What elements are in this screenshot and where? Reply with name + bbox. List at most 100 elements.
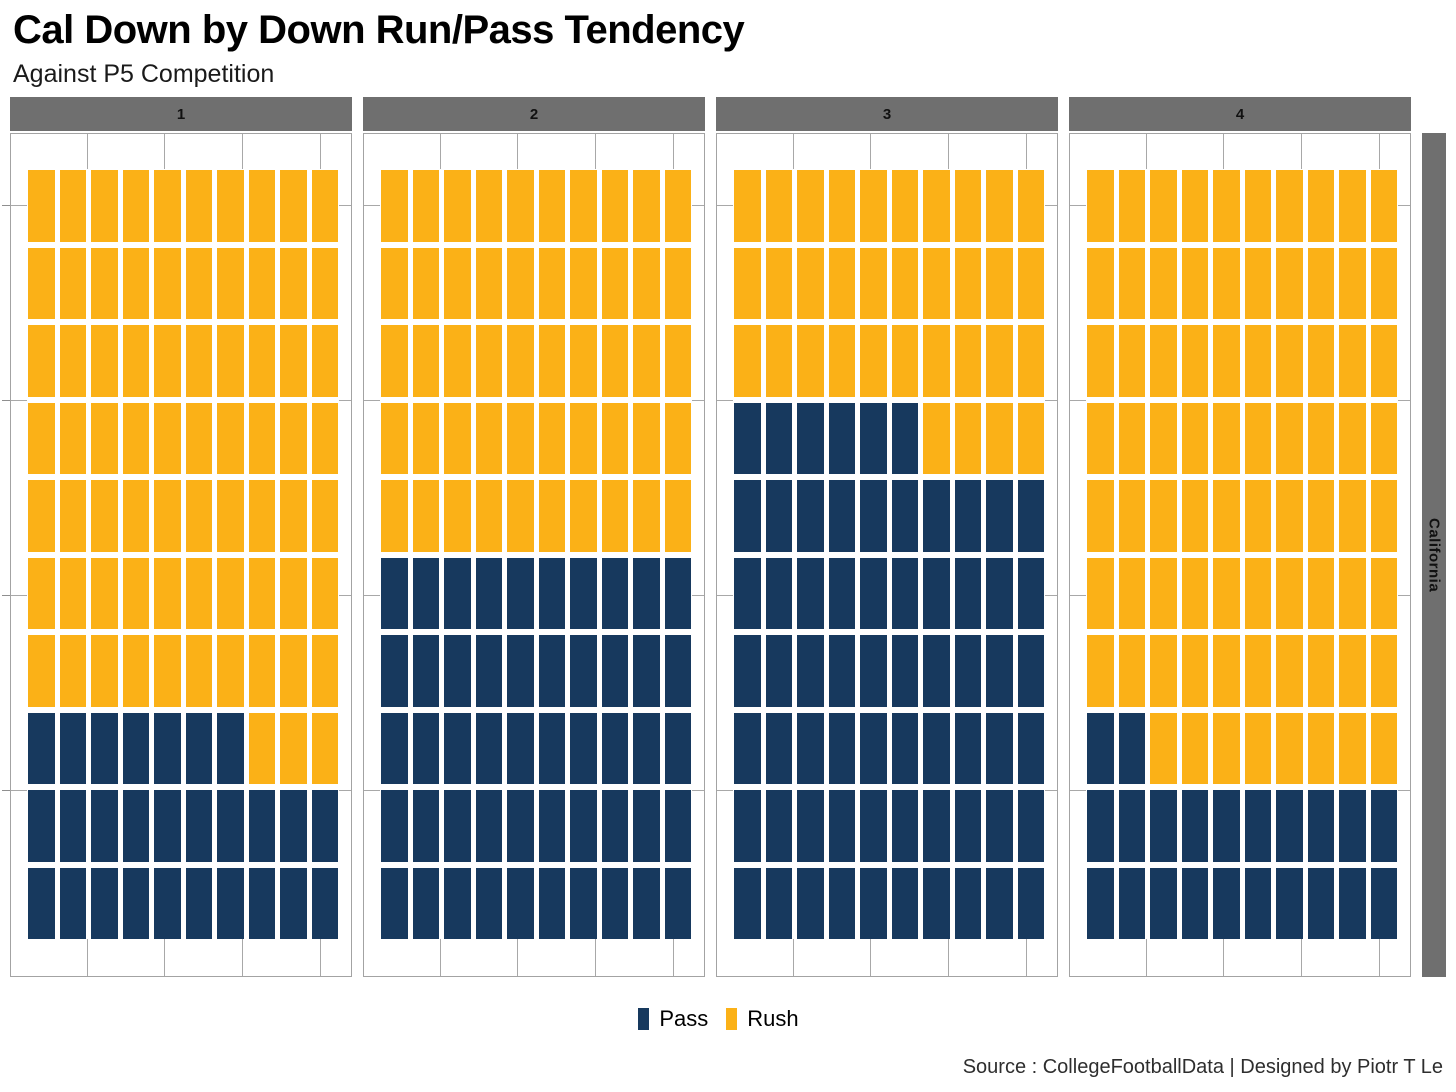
waffle-cell-rush: [1150, 557, 1177, 629]
waffle-cell-rush: [91, 247, 118, 319]
waffle-cell-rush: [1244, 170, 1271, 242]
waffle-cell-rush: [475, 325, 502, 397]
waffle-cell-pass: [633, 557, 660, 629]
waffle-cell-rush: [185, 325, 212, 397]
waffle-cell-pass: [1339, 790, 1366, 862]
waffle-cell-rush: [954, 247, 981, 319]
gridline-stub: [11, 205, 27, 206]
waffle-cell-pass: [986, 790, 1013, 862]
waffle-cell-rush: [1118, 170, 1145, 242]
waffle-cell-rush: [664, 247, 691, 319]
gridline-stub: [364, 790, 380, 791]
waffle-cell-rush: [1150, 402, 1177, 474]
waffle-cell-pass: [1181, 790, 1208, 862]
waffle-cell-rush: [475, 170, 502, 242]
waffle-cell-rush: [444, 247, 471, 319]
waffle-cell-rush: [248, 635, 275, 707]
waffle-cell-rush: [1118, 325, 1145, 397]
waffle-cell-rush: [507, 480, 534, 552]
waffle-cell-pass: [891, 790, 918, 862]
rush-swatch-icon: [726, 1008, 738, 1030]
waffle-cell-pass: [1339, 867, 1366, 939]
waffle-cell-rush: [185, 170, 212, 242]
waffle-cell-pass: [1118, 712, 1145, 784]
waffle-cell-pass: [381, 557, 408, 629]
waffle-cell-pass: [1244, 867, 1271, 939]
waffle-cell-pass: [1370, 867, 1397, 939]
waffle-cell-pass: [412, 557, 439, 629]
waffle-cell-pass: [311, 790, 338, 862]
waffle-cell-pass: [986, 712, 1013, 784]
waffle-cell-rush: [986, 170, 1013, 242]
waffle-plot-area: [716, 133, 1058, 977]
waffle-cell-rush: [1181, 325, 1208, 397]
waffle-cell-pass: [828, 635, 855, 707]
waffle-cell-pass: [891, 480, 918, 552]
waffle-cell-rush: [59, 170, 86, 242]
facet-strip-label: 3: [882, 105, 892, 123]
waffle-cell-pass: [954, 557, 981, 629]
waffle-cell-rush: [570, 325, 597, 397]
waffle-cell-rush: [1244, 480, 1271, 552]
gridline-stub: [692, 205, 704, 206]
waffle-cell-rush: [507, 402, 534, 474]
waffle-cell-rush: [28, 557, 55, 629]
waffle-cell-rush: [1017, 325, 1044, 397]
waffle-cell-pass: [734, 867, 761, 939]
facet-strip-down-3: 3: [716, 97, 1058, 131]
waffle-cell-pass: [954, 635, 981, 707]
waffle-cell-pass: [765, 635, 792, 707]
waffle-cell-rush: [122, 480, 149, 552]
waffle-cell-rush: [601, 325, 628, 397]
waffle-cell-pass: [1150, 790, 1177, 862]
waffle-cell-pass: [1213, 867, 1240, 939]
waffle-cell-pass: [1017, 712, 1044, 784]
waffle-cell-pass: [538, 712, 565, 784]
waffle-cell-rush: [381, 325, 408, 397]
waffle-cell-pass: [1017, 480, 1044, 552]
waffle-cell-rush: [412, 402, 439, 474]
waffle-cell-rush: [122, 170, 149, 242]
waffle-cell-pass: [311, 867, 338, 939]
waffle-cell-rush: [601, 402, 628, 474]
waffle-cell-pass: [986, 480, 1013, 552]
waffle-cell-pass: [59, 790, 86, 862]
gridline-stub: [1398, 205, 1410, 206]
waffle-cell-rush: [1307, 247, 1334, 319]
waffle-cell-rush: [1087, 557, 1114, 629]
waffle-cell-pass: [444, 867, 471, 939]
waffle-cell-pass: [797, 867, 824, 939]
waffle-cell-rush: [1370, 480, 1397, 552]
waffle-cell-rush: [248, 170, 275, 242]
waffle-cell-rush: [1307, 635, 1334, 707]
waffle-cell-rush: [185, 480, 212, 552]
waffle-cell-rush: [280, 402, 307, 474]
waffle-plot-area: [2, 133, 352, 977]
waffle-cell-rush: [122, 402, 149, 474]
waffle-cell-rush: [154, 402, 181, 474]
waffle-cell-rush: [1307, 557, 1334, 629]
waffle-cell-rush: [248, 712, 275, 784]
waffle-cell-pass: [1017, 557, 1044, 629]
waffle-cell-pass: [601, 790, 628, 862]
gridline-stub: [339, 205, 351, 206]
waffle-cell-pass: [1017, 867, 1044, 939]
waffle-cell-rush: [538, 247, 565, 319]
waffle-cell-rush: [1087, 635, 1114, 707]
waffle-cell-pass: [507, 867, 534, 939]
gridline-stub: [1379, 939, 1380, 976]
waffle-cell-rush: [311, 325, 338, 397]
waffle-cell-pass: [412, 712, 439, 784]
waffle-cell-pass: [923, 480, 950, 552]
waffle-cell-pass: [765, 402, 792, 474]
waffle-cell-rush: [1276, 635, 1303, 707]
waffle-cell-pass: [923, 790, 950, 862]
waffle-cell-pass: [734, 402, 761, 474]
waffle-grid: [734, 170, 1044, 939]
waffle-cell-pass: [1307, 867, 1334, 939]
gridline-stub: [1070, 205, 1086, 206]
legend-label-rush: Rush: [747, 1006, 799, 1031]
waffle-cell-rush: [154, 247, 181, 319]
waffle-cell-pass: [570, 557, 597, 629]
gridline-stub: [692, 790, 704, 791]
